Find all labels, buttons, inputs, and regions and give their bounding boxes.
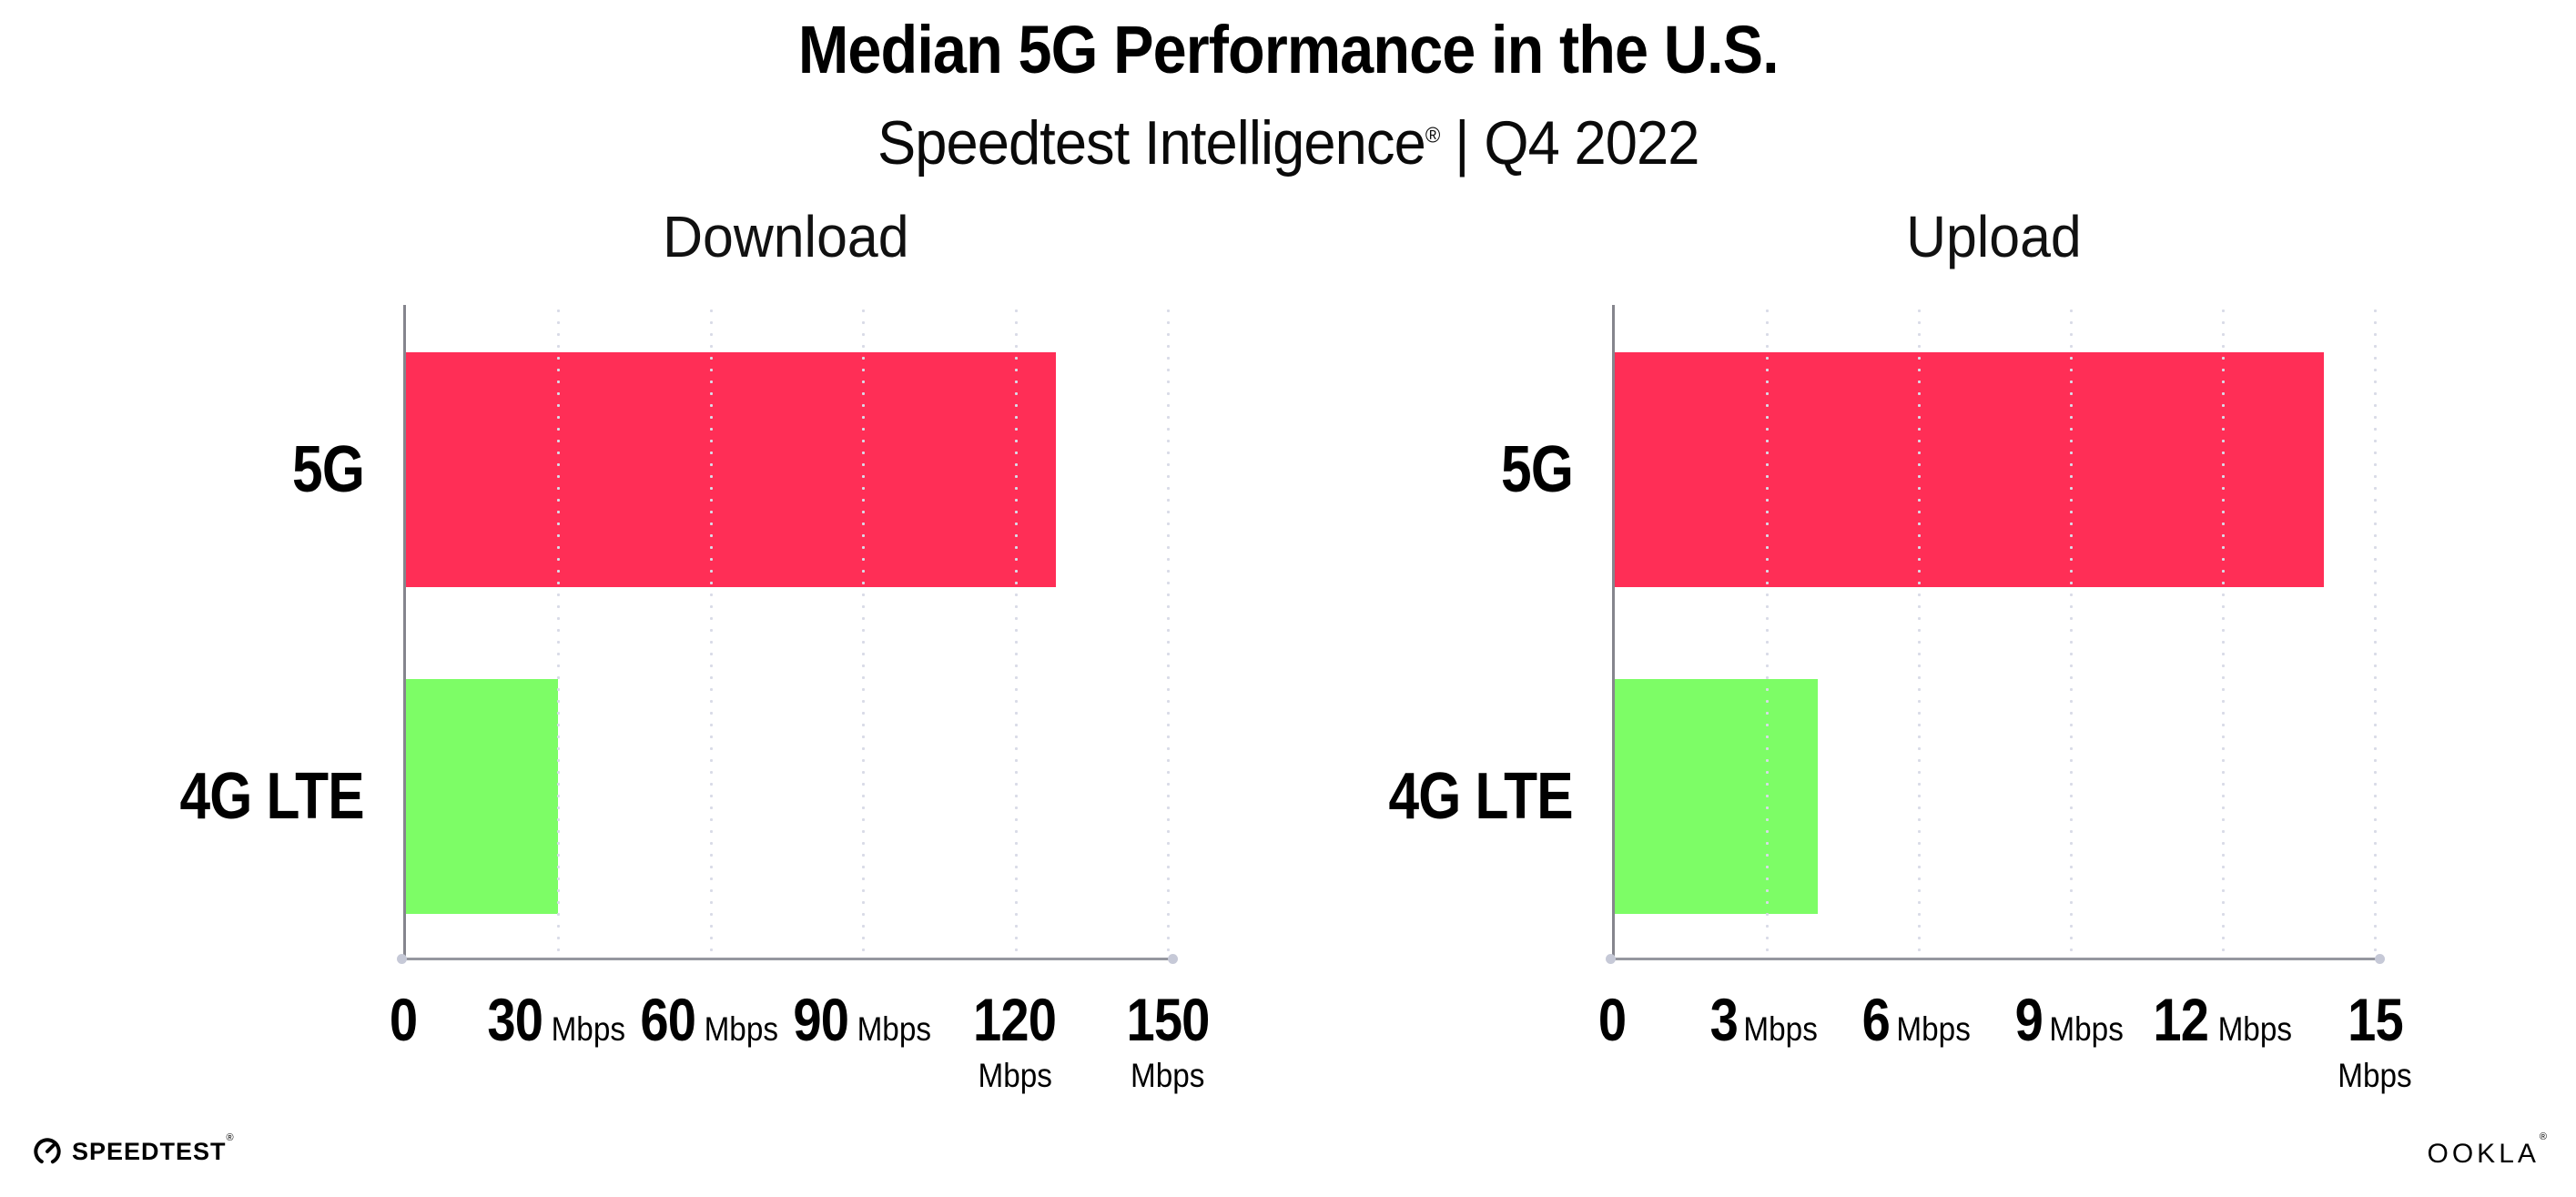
gridline-120 [1014, 305, 1018, 959]
bar-4g-lte-download [406, 679, 559, 914]
x-tick-150: 150 Mbps [1119, 989, 1216, 1092]
upload-chart-title: Upload [1612, 203, 2375, 270]
y-label-4g-lte-text: 4G LTE [179, 760, 365, 833]
subtitle-separator: | [1454, 108, 1469, 178]
speedtest-wordmark: SPEEDTEST® [72, 1132, 235, 1166]
ookla-wordmark-text: OOKLA [2427, 1139, 2540, 1169]
bar-4g-lte-upload [1615, 679, 1818, 914]
x-tick-label: 30 [487, 986, 543, 1053]
x-tick-12: 12 Mbps [2148, 989, 2296, 1050]
gridline-150 [1167, 305, 1170, 959]
speedtest-wordmark-text: SPEEDTEST [72, 1137, 227, 1165]
x-tick-label: 12 [2153, 986, 2210, 1053]
x-tick-label: 9 [2014, 986, 2043, 1053]
speedtest-logo: SPEEDTEST® [33, 1132, 235, 1166]
x-tick-unit: Mbps [857, 1010, 932, 1048]
x-tick-label: 150 [1126, 986, 1210, 1053]
download-chart-title-text: Download [662, 204, 909, 269]
x-tick-unit: Mbps [2217, 1010, 2292, 1048]
speedtest-gauge-icon [34, 1138, 61, 1165]
x-tick-120: 120 Mbps [938, 989, 1091, 1092]
x-tick-30: 30 Mbps [482, 989, 630, 1050]
upload-chart-title-text: Upload [1905, 204, 2082, 269]
x-tick-9: 9 Mbps [2013, 989, 2127, 1050]
x-tick-unit: Mbps [1131, 1057, 1205, 1094]
x-tick-unit: Mbps [978, 1057, 1052, 1094]
y-label-5g: 5G [1300, 352, 1574, 587]
x-tick-label: 120 [973, 986, 1057, 1053]
gridline-9 [2070, 305, 2073, 959]
subtitle: Speedtest Intelligence® | Q4 2022 [0, 107, 2576, 178]
upload-x-ticks: 0 3 Mbps 6 Mbps 9 Mbps 12 Mbps 15Mbps [1598, 989, 2412, 1108]
gridline-30 [557, 305, 561, 959]
gridline-12 [2222, 305, 2225, 959]
speedtest-trademark: ® [226, 1131, 235, 1143]
x-tick-unit: Mbps [551, 1010, 626, 1048]
subtitle-text: Speedtest Intelligence® | Q4 2022 [877, 107, 1699, 178]
gridline-6 [1918, 305, 1921, 959]
page-title-text: Median 5G Performance in the U.S. [797, 12, 1780, 87]
download-x-ticks: 0 30 Mbps 60 Mbps 90 Mbps 120Mbps 150Mbps [390, 989, 1211, 1108]
gridline-3 [1766, 305, 1769, 959]
x-tick-label: 0 [1597, 986, 1627, 1053]
download-plot-area [403, 305, 1170, 959]
x-tick-unit: Mbps [704, 1010, 779, 1048]
y-label-5g-text: 5G [1501, 433, 1574, 506]
page-title: Median 5G Performance in the U.S. [0, 11, 2576, 88]
x-tick-label: 60 [640, 986, 696, 1053]
upload-chart: Upload 5G 4G LTE 0 3 Mbps 6 Mbps 9 Mbps 12 Mbps 1… [1389, 204, 2412, 1092]
x-tick-3: 3 Mbps [1707, 989, 1821, 1050]
download-x-axis-line [397, 954, 1178, 964]
subtitle-period: Q4 2022 [1484, 108, 1699, 178]
y-label-4g-lte: 4G LTE [91, 679, 365, 914]
x-tick-unit: Mbps [1743, 1010, 1819, 1048]
ookla-trademark: ® [2539, 1131, 2547, 1142]
bar-5g-download [406, 352, 1057, 587]
ookla-logo: OOKLA® [2427, 1131, 2547, 1170]
subtitle-brand: Speedtest Intelligence [877, 108, 1426, 178]
x-tick-60: 60 Mbps [635, 989, 783, 1050]
gridline-15 [2374, 305, 2377, 959]
upload-x-axis-line [1606, 954, 2385, 964]
x-tick-6: 6 Mbps [1860, 989, 1974, 1050]
download-chart: Download 5G 4G LTE 0 30 Mbps 60 Mbps 90 Mbps 12… [180, 204, 1211, 1092]
y-label-4g-lte: 4G LTE [1300, 679, 1574, 914]
x-tick-unit: Mbps [1896, 1010, 1971, 1048]
y-label-5g: 5G [91, 352, 365, 587]
x-tick-unit: Mbps [2338, 1057, 2412, 1094]
y-label-4g-lte-text: 4G LTE [1388, 760, 1574, 833]
y-label-5g-text: 5G [292, 433, 365, 506]
gridline-60 [709, 305, 713, 959]
x-tick-label: 15 [2347, 986, 2404, 1053]
x-tick-0: 0 [1596, 989, 1628, 1050]
x-tick-label: 0 [389, 986, 418, 1053]
registered-mark: ® [1425, 123, 1440, 148]
x-tick-90: 90 Mbps [788, 989, 936, 1050]
upload-plot-area [1612, 305, 2377, 959]
x-tick-15: 15 Mbps [2334, 989, 2416, 1092]
download-chart-title: Download [403, 203, 1168, 270]
x-tick-label: 6 [1861, 986, 1891, 1053]
gridline-90 [862, 305, 866, 959]
x-tick-0: 0 [387, 989, 420, 1050]
x-tick-unit: Mbps [2048, 1010, 2124, 1048]
x-tick-label: 90 [793, 986, 849, 1053]
x-tick-label: 3 [1709, 986, 1738, 1053]
bar-5g-upload [1615, 352, 2325, 587]
